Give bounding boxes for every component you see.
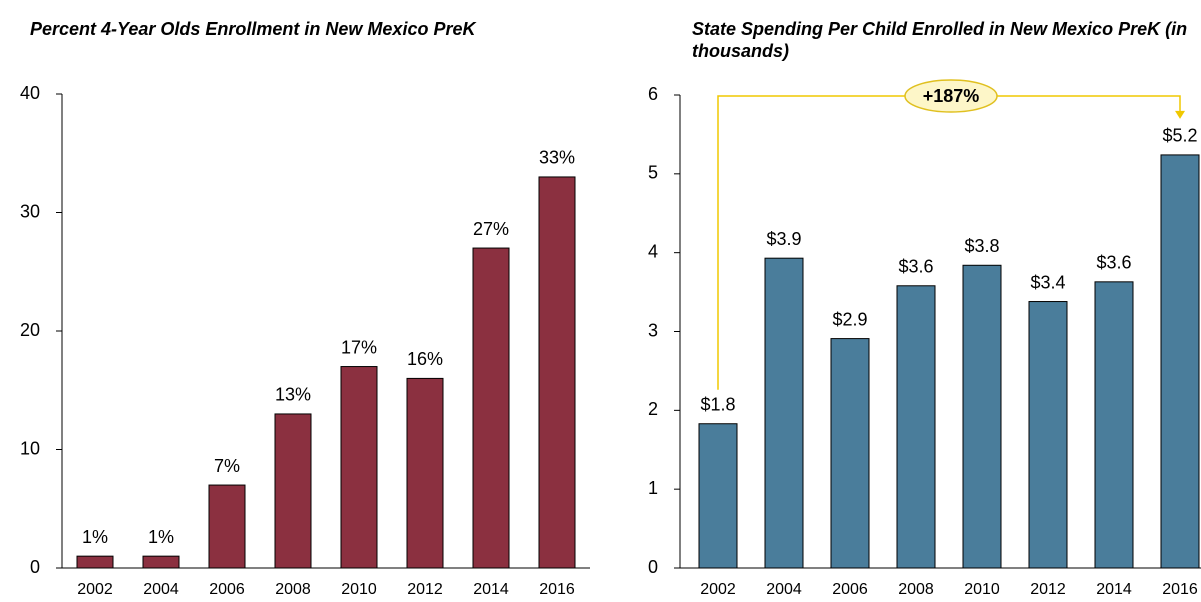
x-tick-label: 2012	[1030, 581, 1066, 598]
value-label: 13%	[275, 385, 311, 405]
bar	[1094, 281, 1134, 569]
value-label: $3.9	[766, 229, 801, 249]
x-tick-label: 2008	[275, 581, 311, 598]
y-tick-label: 0	[30, 557, 40, 577]
bar	[698, 423, 738, 569]
value-label: $2.9	[832, 309, 867, 329]
y-tick-label: 30	[20, 201, 40, 221]
annotation-arrow	[1175, 110, 1185, 119]
value-label: $5.2	[1162, 126, 1197, 146]
value-label: 33%	[539, 148, 575, 168]
x-tick-label: 2010	[964, 581, 1000, 598]
x-tick-label: 2014	[1096, 581, 1132, 598]
y-tick-label: 5	[648, 163, 658, 183]
annotation: +187%	[923, 86, 980, 106]
bar	[406, 377, 444, 569]
x-tick-label: 2002	[700, 581, 736, 598]
y-tick-label: 1	[648, 478, 658, 498]
bar	[340, 366, 378, 569]
y-tick-label: 6	[648, 84, 658, 104]
value-label: 16%	[407, 349, 443, 369]
annotation-bubble	[904, 79, 998, 113]
y-tick-label: 0	[648, 557, 658, 577]
x-tick-label: 2016	[1162, 581, 1198, 598]
bar	[472, 247, 510, 569]
bar	[538, 176, 576, 569]
bar	[830, 338, 870, 569]
x-tick-label: 2006	[832, 581, 868, 598]
value-label: 1%	[148, 527, 174, 547]
bar	[962, 264, 1002, 569]
y-tick-label: 2	[648, 399, 658, 419]
bar	[1028, 301, 1068, 569]
x-tick-label: 2016	[539, 581, 575, 598]
value-label: $3.6	[1096, 253, 1131, 273]
bar	[1160, 154, 1200, 569]
bar	[896, 285, 936, 569]
y-tick-label: 3	[648, 320, 658, 340]
y-tick-label: 10	[20, 438, 40, 458]
value-label: 27%	[473, 219, 509, 239]
x-tick-label: 2006	[209, 581, 245, 598]
value-label: $3.6	[898, 257, 933, 277]
x-tick-label: 2014	[473, 581, 509, 598]
y-tick-label: 40	[20, 83, 40, 103]
value-label: $1.8	[700, 394, 735, 414]
x-tick-label: 2012	[407, 581, 443, 598]
chart-title: State Spending Per Child Enrolled in New…	[692, 19, 1188, 61]
value-label: 17%	[341, 337, 377, 357]
y-tick-label: 4	[648, 241, 658, 261]
bar	[208, 484, 246, 569]
value-label: 7%	[214, 456, 240, 476]
value-label: $3.8	[964, 236, 999, 256]
value-label: 1%	[82, 527, 108, 547]
x-tick-label: 2004	[766, 581, 802, 598]
chart-title: Percent 4-Year Olds Enrollment in New Me…	[30, 19, 476, 39]
bar	[764, 257, 804, 569]
y-tick-label: 20	[20, 320, 40, 340]
value-label: $3.4	[1030, 272, 1065, 292]
bar	[274, 413, 312, 569]
x-tick-label: 2004	[143, 581, 179, 598]
bar	[76, 555, 114, 569]
x-tick-label: 2008	[898, 581, 934, 598]
x-tick-label: 2002	[77, 581, 113, 598]
x-tick-label: 2010	[341, 581, 377, 598]
bar	[142, 555, 180, 569]
